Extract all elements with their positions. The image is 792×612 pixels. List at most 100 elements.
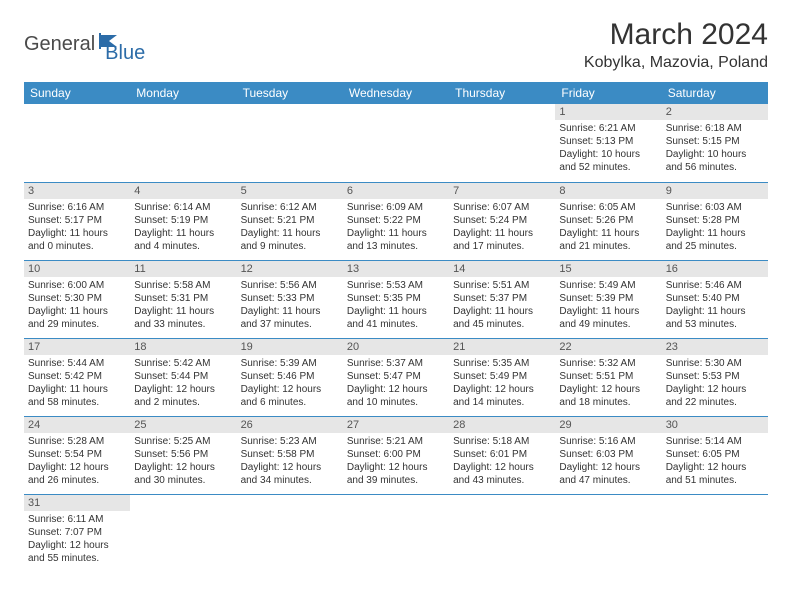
month-title: March 2024 [584, 18, 768, 52]
daylight-text-2: and 25 minutes. [666, 240, 764, 253]
weekday-header: Sunday [24, 82, 130, 104]
daylight-text-1: Daylight: 12 hours [559, 383, 657, 396]
daylight-text-1: Daylight: 11 hours [347, 227, 445, 240]
day-content: Sunrise: 5:46 AMSunset: 5:40 PMDaylight:… [662, 277, 768, 333]
day-number: 22 [555, 339, 661, 355]
day-number: 26 [237, 417, 343, 433]
daylight-text-1: Daylight: 12 hours [134, 383, 232, 396]
daylight-text-1: Daylight: 12 hours [241, 461, 339, 474]
day-number: 20 [343, 339, 449, 355]
day-number: 30 [662, 417, 768, 433]
day-content: Sunrise: 5:53 AMSunset: 5:35 PMDaylight:… [343, 277, 449, 333]
calendar-cell: 18Sunrise: 5:42 AMSunset: 5:44 PMDayligh… [130, 338, 236, 416]
daylight-text-1: Daylight: 11 hours [559, 227, 657, 240]
day-number: 6 [343, 183, 449, 199]
daylight-text-2: and 29 minutes. [28, 318, 126, 331]
weekday-header: Monday [130, 82, 236, 104]
calendar-cell: 13Sunrise: 5:53 AMSunset: 5:35 PMDayligh… [343, 260, 449, 338]
calendar-cell [555, 494, 661, 572]
daylight-text-1: Daylight: 11 hours [666, 305, 764, 318]
calendar-cell: 4Sunrise: 6:14 AMSunset: 5:19 PMDaylight… [130, 182, 236, 260]
location: Kobylka, Mazovia, Poland [584, 54, 768, 72]
sunset-text: Sunset: 5:54 PM [28, 448, 126, 461]
daylight-text-2: and 0 minutes. [28, 240, 126, 253]
sunset-text: Sunset: 5:51 PM [559, 370, 657, 383]
sunset-text: Sunset: 6:05 PM [666, 448, 764, 461]
sunrise-text: Sunrise: 6:05 AM [559, 201, 657, 214]
calendar-cell [237, 104, 343, 182]
day-number: 29 [555, 417, 661, 433]
sunset-text: Sunset: 5:49 PM [453, 370, 551, 383]
daylight-text-1: Daylight: 11 hours [559, 305, 657, 318]
sunrise-text: Sunrise: 5:30 AM [666, 357, 764, 370]
day-content: Sunrise: 5:49 AMSunset: 5:39 PMDaylight:… [555, 277, 661, 333]
sunrise-text: Sunrise: 5:32 AM [559, 357, 657, 370]
calendar-cell: 1Sunrise: 6:21 AMSunset: 5:13 PMDaylight… [555, 104, 661, 182]
day-content: Sunrise: 6:11 AMSunset: 7:07 PMDaylight:… [24, 511, 130, 567]
title-block: March 2024 Kobylka, Mazovia, Poland [584, 18, 768, 72]
calendar-cell: 26Sunrise: 5:23 AMSunset: 5:58 PMDayligh… [237, 416, 343, 494]
daylight-text-2: and 56 minutes. [666, 161, 764, 174]
sunrise-text: Sunrise: 5:25 AM [134, 435, 232, 448]
daylight-text-1: Daylight: 12 hours [347, 383, 445, 396]
sunrise-text: Sunrise: 5:44 AM [28, 357, 126, 370]
daylight-text-2: and 21 minutes. [559, 240, 657, 253]
calendar-cell: 28Sunrise: 5:18 AMSunset: 6:01 PMDayligh… [449, 416, 555, 494]
sunrise-text: Sunrise: 5:23 AM [241, 435, 339, 448]
daylight-text-2: and 2 minutes. [134, 396, 232, 409]
sunrise-text: Sunrise: 6:00 AM [28, 279, 126, 292]
calendar-cell: 7Sunrise: 6:07 AMSunset: 5:24 PMDaylight… [449, 182, 555, 260]
sunrise-text: Sunrise: 5:37 AM [347, 357, 445, 370]
calendar-cell [662, 494, 768, 572]
sunset-text: Sunset: 5:31 PM [134, 292, 232, 305]
day-number: 25 [130, 417, 236, 433]
sunset-text: Sunset: 5:26 PM [559, 214, 657, 227]
sunset-text: Sunset: 5:30 PM [28, 292, 126, 305]
calendar-cell: 30Sunrise: 5:14 AMSunset: 6:05 PMDayligh… [662, 416, 768, 494]
sunset-text: Sunset: 5:40 PM [666, 292, 764, 305]
calendar-cell: 25Sunrise: 5:25 AMSunset: 5:56 PMDayligh… [130, 416, 236, 494]
daylight-text-1: Daylight: 11 hours [241, 227, 339, 240]
day-content: Sunrise: 6:05 AMSunset: 5:26 PMDaylight:… [555, 199, 661, 255]
day-number: 10 [24, 261, 130, 277]
calendar-cell [449, 494, 555, 572]
calendar-cell: 9Sunrise: 6:03 AMSunset: 5:28 PMDaylight… [662, 182, 768, 260]
calendar-cell: 19Sunrise: 5:39 AMSunset: 5:46 PMDayligh… [237, 338, 343, 416]
calendar-cell [24, 104, 130, 182]
calendar-cell: 12Sunrise: 5:56 AMSunset: 5:33 PMDayligh… [237, 260, 343, 338]
daylight-text-1: Daylight: 11 hours [134, 305, 232, 318]
day-content: Sunrise: 5:16 AMSunset: 6:03 PMDaylight:… [555, 433, 661, 489]
sunrise-text: Sunrise: 5:16 AM [559, 435, 657, 448]
calendar-cell: 29Sunrise: 5:16 AMSunset: 6:03 PMDayligh… [555, 416, 661, 494]
sunset-text: Sunset: 6:01 PM [453, 448, 551, 461]
calendar-cell [130, 494, 236, 572]
daylight-text-1: Daylight: 11 hours [666, 227, 764, 240]
sunrise-text: Sunrise: 5:14 AM [666, 435, 764, 448]
daylight-text-2: and 55 minutes. [28, 552, 126, 565]
day-number: 17 [24, 339, 130, 355]
sunrise-text: Sunrise: 6:11 AM [28, 513, 126, 526]
daylight-text-1: Daylight: 12 hours [453, 461, 551, 474]
sunset-text: Sunset: 5:21 PM [241, 214, 339, 227]
day-number: 3 [24, 183, 130, 199]
daylight-text-2: and 17 minutes. [453, 240, 551, 253]
day-number: 23 [662, 339, 768, 355]
day-number: 18 [130, 339, 236, 355]
day-number: 13 [343, 261, 449, 277]
sunrise-text: Sunrise: 5:46 AM [666, 279, 764, 292]
day-number: 27 [343, 417, 449, 433]
day-number: 1 [555, 104, 661, 120]
header: General Blue March 2024 Kobylka, Mazovia… [24, 18, 768, 72]
sunrise-text: Sunrise: 5:53 AM [347, 279, 445, 292]
daylight-text-1: Daylight: 11 hours [453, 305, 551, 318]
day-content: Sunrise: 5:42 AMSunset: 5:44 PMDaylight:… [130, 355, 236, 411]
sunrise-text: Sunrise: 5:42 AM [134, 357, 232, 370]
day-number: 7 [449, 183, 555, 199]
calendar-cell: 15Sunrise: 5:49 AMSunset: 5:39 PMDayligh… [555, 260, 661, 338]
daylight-text-2: and 13 minutes. [347, 240, 445, 253]
calendar-cell: 21Sunrise: 5:35 AMSunset: 5:49 PMDayligh… [449, 338, 555, 416]
day-content: Sunrise: 6:09 AMSunset: 5:22 PMDaylight:… [343, 199, 449, 255]
daylight-text-1: Daylight: 12 hours [28, 461, 126, 474]
daylight-text-2: and 6 minutes. [241, 396, 339, 409]
calendar-week-row: 1Sunrise: 6:21 AMSunset: 5:13 PMDaylight… [24, 104, 768, 182]
